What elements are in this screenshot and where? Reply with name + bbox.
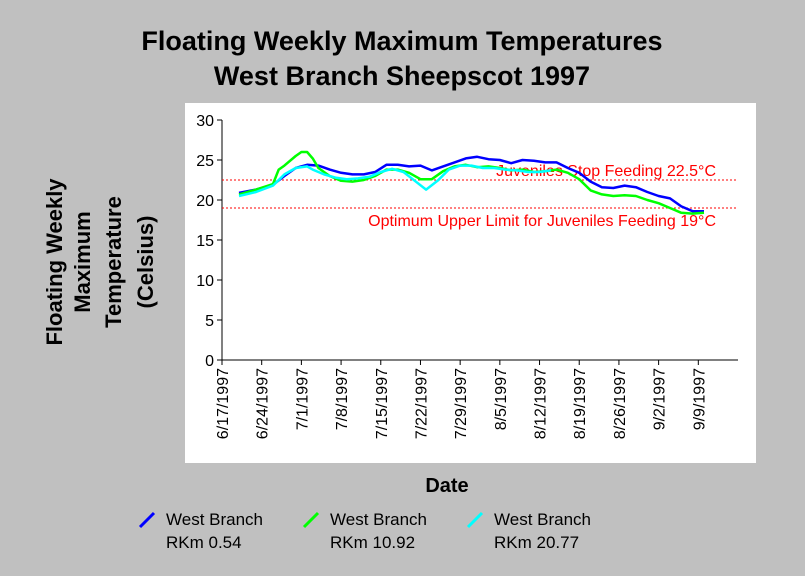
y-tick-label: 20: [196, 193, 214, 210]
x-tick-label: 6/17/1997: [215, 368, 232, 439]
y-tick-label: 0: [205, 353, 214, 370]
legend-label-line-1: West Branch: [494, 510, 591, 529]
chart-title-line-2: West Branch Sheepscot 1997: [214, 61, 590, 91]
y-tick-label: 10: [196, 273, 214, 290]
chart-title-line-1: Floating Weekly Maximum Temperatures: [141, 26, 662, 56]
legend-swatch: [302, 511, 320, 529]
x-tick-label: 7/15/1997: [374, 368, 391, 439]
x-tick-label: 9/2/1997: [652, 368, 669, 430]
reference-line-label: Optimum Upper Limit for Juveniles Feedin…: [368, 213, 716, 230]
reference-line-label: Juveniles Stop Feeding 22.5°C: [496, 163, 716, 180]
x-tick-label: 7/8/1997: [334, 368, 351, 430]
legend: West Branch RKm 0.54 West Branch RKm 10.92 W…: [138, 510, 591, 552]
x-tick-label: 7/22/1997: [413, 368, 430, 439]
legend-swatch: [466, 511, 484, 529]
y-axis-label-line-4: (Celsius): [133, 216, 158, 309]
y-axis-label-line-2: Maximum: [70, 211, 95, 312]
x-axis-label: Date: [425, 475, 468, 497]
legend-label-line-1: West Branch: [330, 510, 427, 529]
x-tick-label: 7/29/1997: [453, 368, 470, 439]
x-tick-label: 9/9/1997: [691, 368, 708, 430]
legend-label-line-2: RKm 10.92: [330, 533, 415, 552]
x-tick-label: 8/19/1997: [572, 368, 589, 439]
legend-label-line-1: West Branch: [166, 510, 263, 529]
x-tick-label: 8/5/1997: [493, 368, 510, 430]
y-tick-label: 30: [196, 113, 214, 130]
series-line: [238, 164, 552, 198]
y-axis-label-line-3: Temperature: [101, 196, 126, 328]
y-axis-label-line-1: Floating Weekly: [42, 178, 67, 346]
x-tick-label: 7/1/1997: [294, 368, 311, 430]
y-axis-label: Floating Weekly Maximum Temperature (Cel…: [42, 178, 158, 346]
y-tick-label: 5: [205, 313, 214, 330]
x-tick-label: 8/12/1997: [533, 368, 550, 439]
y-tick-label: 25: [196, 153, 214, 170]
plot-area: [185, 103, 756, 463]
axes: 0 5 10 15 20 25 30 6/17/1997 6/24/1997 7/1/1997 7/…: [196, 113, 738, 439]
x-tick-label: 8/26/1997: [612, 368, 629, 439]
legend-label-line-2: RKm 0.54: [166, 533, 242, 552]
series-lines: [238, 150, 705, 215]
legend-swatch: [138, 511, 156, 529]
legend-label-line-2: RKm 20.77: [494, 533, 579, 552]
y-tick-label: 15: [196, 233, 214, 250]
reference-lines: Juveniles Stop Feeding 22.5°C Optimum Upp…: [222, 163, 738, 230]
x-tick-label: 6/24/1997: [255, 368, 272, 439]
